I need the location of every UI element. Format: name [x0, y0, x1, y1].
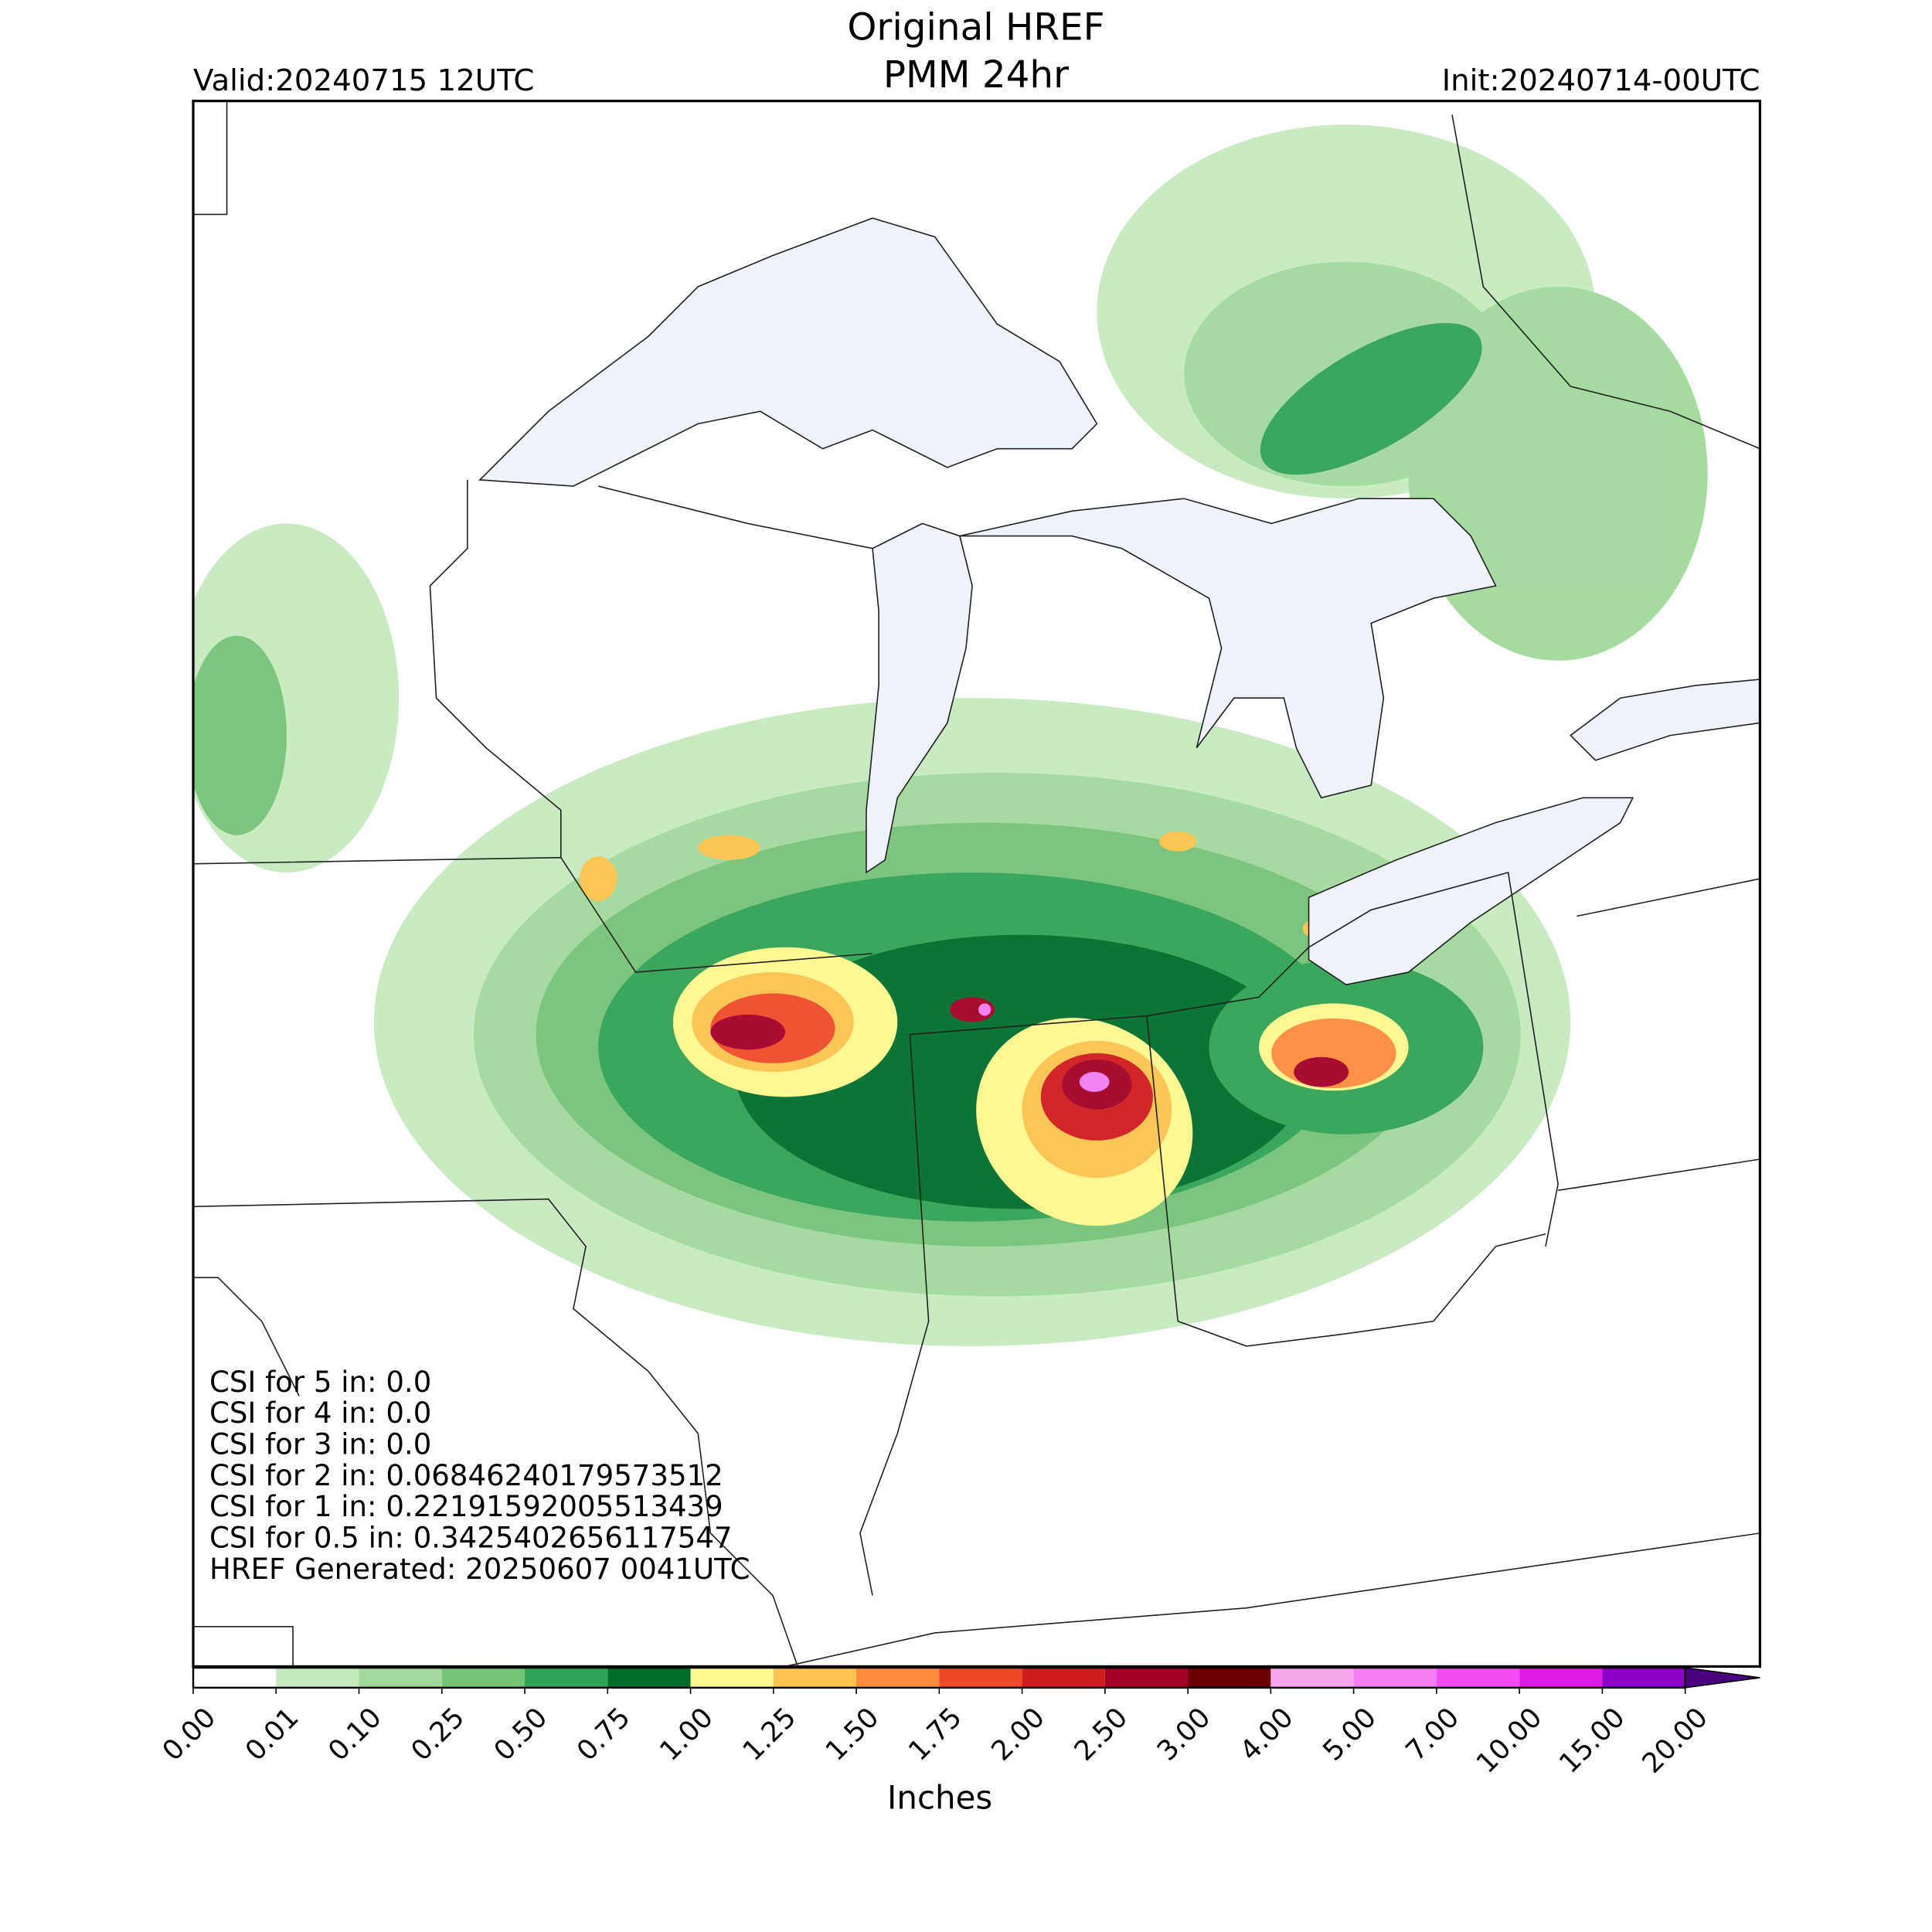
- colorbar-segment: [773, 1668, 857, 1688]
- stat-line: CSI for 0.5 in: 0.3425402656117547: [209, 1521, 733, 1554]
- colorbar-segment: [939, 1668, 1022, 1688]
- colorbar-segment: [1519, 1668, 1603, 1688]
- colorbar-tick-label: 0.10: [322, 1702, 388, 1767]
- colorbar-tick-label: 0.00: [157, 1702, 223, 1767]
- colorbar-segment: [1353, 1668, 1437, 1688]
- colorbar-segment: [276, 1668, 359, 1688]
- colorbar-segment: [607, 1668, 691, 1688]
- title: Original HREF: [847, 6, 1104, 49]
- stat-line: CSI for 2 in: 0.06846240179573512: [209, 1459, 723, 1492]
- colorbar-segment: [1602, 1668, 1685, 1688]
- colorbar-segment: [1104, 1668, 1189, 1688]
- colorbar-tick-label: 1.00: [654, 1702, 719, 1767]
- stat-line: HREF Generated: 20250607 0041UTC: [209, 1553, 750, 1586]
- stat-line: CSI for 3 in: 0.0: [209, 1427, 431, 1461]
- colorbar-label: Inches: [887, 1779, 992, 1817]
- borders: [192, 100, 1760, 1667]
- map-frame: [192, 100, 1762, 1668]
- colorbar-tick-label: 2.50: [1068, 1702, 1134, 1767]
- colorbar-extension: [1684, 1667, 1760, 1689]
- init-time: Init:20240714-00UTC: [1442, 63, 1760, 98]
- colorbar-segment: [441, 1668, 526, 1688]
- colorbar-tick-label: 15.00: [1553, 1702, 1631, 1780]
- stat-line: CSI for 4 in: 0.0: [209, 1396, 431, 1430]
- colorbar-tick-label: 20.00: [1636, 1702, 1714, 1780]
- colorbar-segment: [1022, 1668, 1105, 1688]
- colorbar-segment: [359, 1668, 442, 1688]
- lakes: [478, 217, 1760, 986]
- colorbar-tick-label: 2.00: [985, 1702, 1051, 1767]
- stat-line: CSI for 1 in: 0.22191592005513439: [209, 1490, 723, 1523]
- colorbar-segment: [1436, 1668, 1520, 1688]
- colorbar-tick-label: 1.50: [820, 1702, 886, 1767]
- subtitle: PMM 24hr: [883, 53, 1069, 97]
- colorbar-segment: [1270, 1668, 1354, 1688]
- colorbar-frame: [192, 1666, 1686, 1689]
- valid-time: Valid:20240715 12UTC: [193, 63, 534, 98]
- colorbar-tick-label: 4.00: [1234, 1702, 1300, 1767]
- precip-field: [192, 124, 1708, 1346]
- colorbar-segment: [193, 1668, 277, 1688]
- colorbar-tick-label: 1.75: [903, 1702, 968, 1767]
- colorbar-segment: [525, 1668, 608, 1688]
- colorbar-tick-label: 0.50: [488, 1702, 554, 1767]
- colorbar-tick-label: 5.00: [1317, 1702, 1383, 1767]
- colorbar-tick-label: 10.00: [1471, 1702, 1549, 1780]
- colorbar-tick-label: 0.75: [571, 1702, 637, 1767]
- colorbar: 0.00 0.01 0.10 0.25 0.50 0.75 1.00 1.25 1.50 1.75…: [157, 1666, 1760, 1780]
- colorbar-segment: [690, 1668, 774, 1688]
- stat-line: CSI for 5 in: 0.0: [209, 1366, 431, 1399]
- colorbar-segment: [1188, 1668, 1271, 1688]
- map: [192, 100, 1762, 1668]
- colorbar-tick-label: 1.25: [736, 1702, 802, 1767]
- colorbar-tick-label: 7.00: [1400, 1702, 1465, 1767]
- colorbar-tick-label: 3.00: [1151, 1702, 1217, 1767]
- colorbar-segment: [856, 1668, 940, 1688]
- colorbar-tick-label: 0.01: [240, 1702, 305, 1767]
- colorbar-tick-label: 0.25: [405, 1702, 471, 1767]
